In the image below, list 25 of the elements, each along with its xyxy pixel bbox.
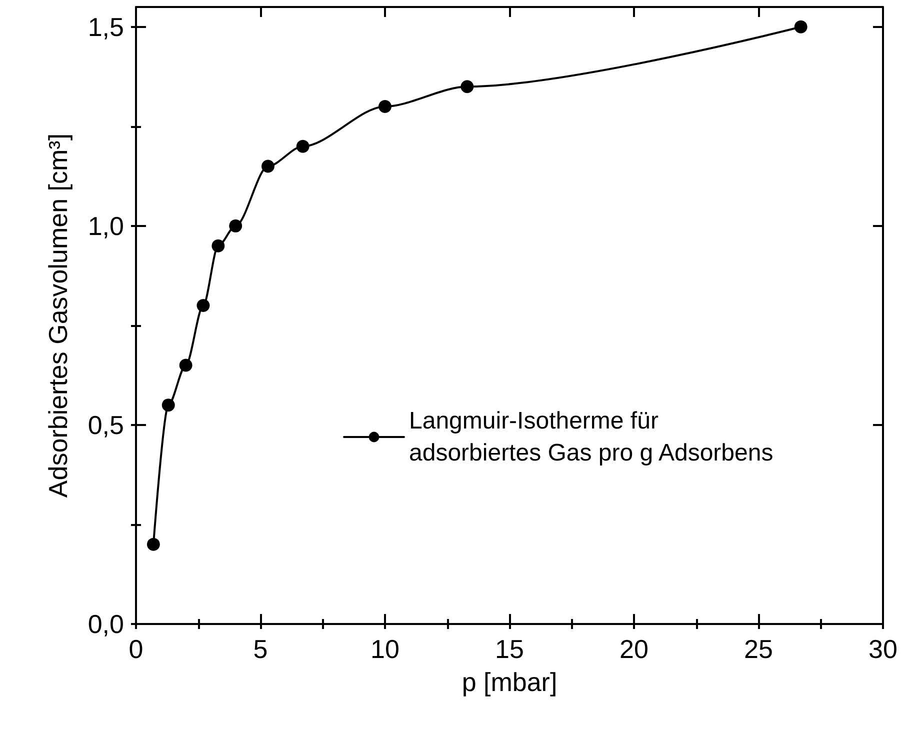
point bbox=[378, 100, 392, 114]
point bbox=[229, 219, 242, 232]
x-tick-label: 0 bbox=[128, 634, 144, 664]
point bbox=[146, 538, 160, 551]
x-tick-label: 25 bbox=[744, 634, 773, 664]
y-tick-label: 1,5 bbox=[88, 12, 124, 42]
point bbox=[212, 239, 225, 252]
y-axis-title: Adsorbiertes Gasvolumen [cm³] bbox=[43, 133, 73, 498]
point bbox=[162, 398, 175, 412]
x-tick-label: 5 bbox=[253, 634, 268, 664]
point bbox=[460, 80, 474, 94]
x-axis-title: p [mbar] bbox=[462, 667, 558, 697]
point bbox=[179, 358, 192, 372]
x-tick-label: 15 bbox=[495, 634, 524, 664]
y-tick-label: 0,5 bbox=[88, 410, 124, 440]
point bbox=[261, 160, 274, 173]
legend-label: Langmuir-Isotherme für adsorbiertes Gas pro g Adsorbens bbox=[409, 408, 774, 466]
x-tick-label: 30 bbox=[868, 634, 898, 664]
point bbox=[296, 140, 310, 153]
y-tick-label: 1,0 bbox=[88, 210, 124, 241]
x-tick-label: 20 bbox=[620, 634, 648, 664]
point bbox=[196, 299, 210, 312]
point bbox=[794, 20, 808, 34]
y-tick-label: 0,0 bbox=[88, 609, 124, 639]
x-tick-label: 10 bbox=[370, 634, 400, 664]
